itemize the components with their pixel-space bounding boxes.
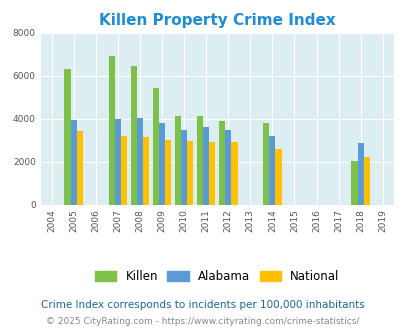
Bar <box>187 141 193 205</box>
Bar <box>77 131 83 205</box>
Bar <box>231 143 237 205</box>
Bar <box>181 129 187 205</box>
Text: Crime Index corresponds to incidents per 100,000 inhabitants: Crime Index corresponds to incidents per… <box>41 300 364 310</box>
Bar <box>269 136 275 205</box>
Bar <box>152 88 158 205</box>
Bar <box>121 136 127 205</box>
Legend: Killen, Alabama, National: Killen, Alabama, National <box>90 265 343 288</box>
Bar <box>262 123 269 205</box>
Bar <box>225 129 231 205</box>
Text: © 2025 CityRating.com - https://www.cityrating.com/crime-statistics/: © 2025 CityRating.com - https://www.city… <box>46 317 359 326</box>
Bar <box>275 149 281 205</box>
Bar <box>136 118 143 205</box>
Title: Killen Property Crime Index: Killen Property Crime Index <box>98 13 335 28</box>
Bar <box>143 137 149 205</box>
Bar <box>357 144 363 205</box>
Bar <box>218 121 225 205</box>
Bar <box>209 143 215 205</box>
Bar <box>158 123 165 205</box>
Bar <box>175 115 181 205</box>
Bar <box>108 55 115 205</box>
Bar <box>202 127 209 205</box>
Bar <box>196 115 202 205</box>
Bar <box>64 70 70 205</box>
Bar <box>70 120 77 205</box>
Bar <box>363 157 369 205</box>
Bar <box>130 66 136 205</box>
Bar <box>351 161 357 205</box>
Bar <box>115 119 121 205</box>
Bar <box>165 140 171 205</box>
